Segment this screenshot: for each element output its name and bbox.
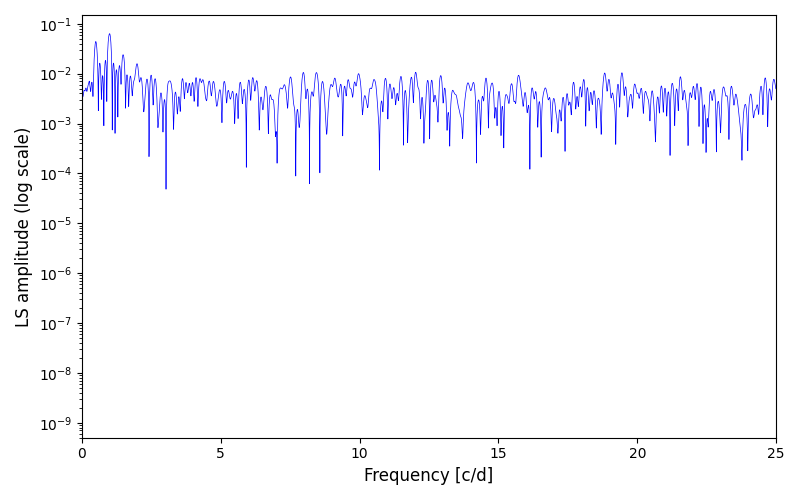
X-axis label: Frequency [c/d]: Frequency [c/d] bbox=[364, 467, 494, 485]
Y-axis label: LS amplitude (log scale): LS amplitude (log scale) bbox=[15, 126, 33, 326]
